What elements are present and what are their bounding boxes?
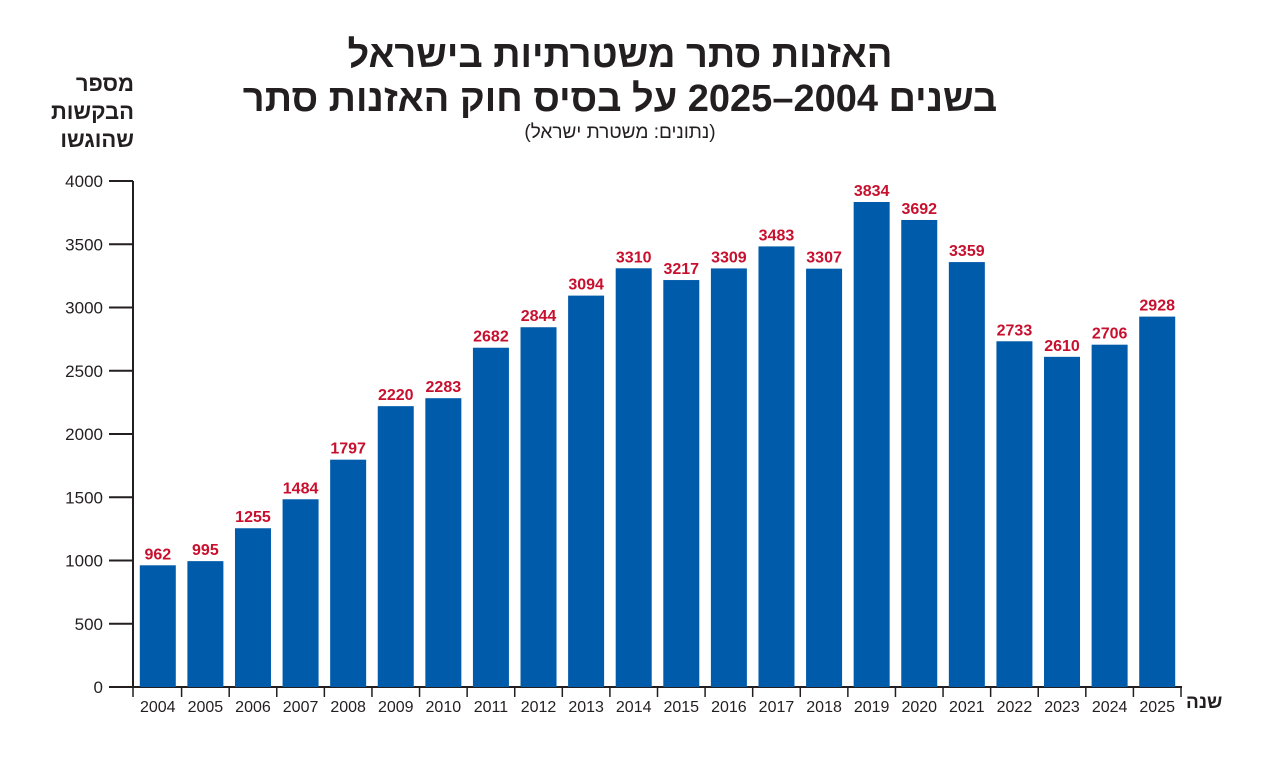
bar (425, 398, 462, 687)
x-tick-label: 2016 (711, 699, 747, 716)
x-tick-label: 2007 (283, 699, 319, 716)
bar (377, 406, 414, 687)
y-tick-label: 2500 (65, 362, 103, 381)
data-label: 3310 (616, 249, 652, 266)
bar (615, 268, 652, 687)
y-tick-label: 1000 (65, 552, 103, 571)
bar (282, 499, 319, 687)
bar (758, 246, 795, 687)
data-label: 3359 (949, 243, 985, 260)
x-tick-label: 2021 (949, 699, 985, 716)
x-tick-label: 2025 (1139, 699, 1175, 716)
x-tick-label: 2008 (330, 699, 366, 716)
bar (948, 262, 985, 687)
x-tick-label: 2011 (474, 699, 509, 716)
x-tick-label: 2022 (997, 699, 1033, 716)
data-label: 2733 (997, 322, 1033, 339)
x-tick-label: 2006 (235, 699, 271, 716)
y-tick-label: 0 (94, 678, 103, 697)
x-tick-label: 2015 (663, 699, 699, 716)
x-tick-label: 2017 (759, 699, 795, 716)
data-label: 2928 (1139, 298, 1175, 315)
bar (996, 341, 1033, 687)
data-label: 3217 (663, 261, 699, 278)
y-tick-label: 1500 (65, 488, 103, 507)
y-tick-label: 3500 (65, 235, 103, 254)
x-tick-label: 2020 (901, 699, 937, 716)
x-tick-label: 2024 (1092, 699, 1128, 716)
bar (139, 565, 176, 687)
y-tick-label: 2000 (65, 425, 103, 444)
x-tick-label: 2018 (806, 699, 842, 716)
bar (663, 280, 700, 687)
data-label: 2844 (521, 308, 557, 325)
data-label: 2610 (1044, 338, 1080, 355)
data-label: 3094 (568, 277, 604, 294)
bar (1091, 344, 1128, 687)
data-label: 2682 (473, 329, 509, 346)
data-label: 2706 (1092, 326, 1128, 343)
bar (330, 459, 367, 687)
data-label: 2283 (426, 379, 462, 396)
x-tick-label: 2005 (188, 699, 224, 716)
data-label: 1255 (235, 509, 271, 526)
x-tick-label: 2009 (378, 699, 414, 716)
x-tick-label: 2019 (854, 699, 890, 716)
x-tick-label: 2004 (140, 699, 176, 716)
data-label: 3834 (854, 183, 890, 200)
bar (472, 347, 509, 687)
bar (234, 528, 271, 687)
data-label: 2220 (378, 387, 414, 404)
data-label: 3309 (711, 249, 747, 266)
data-label: 962 (144, 546, 171, 563)
data-label: 3307 (806, 250, 842, 267)
data-label: 3483 (759, 227, 795, 244)
x-tick-label: 2014 (616, 699, 652, 716)
x-tick-label: 2010 (426, 699, 462, 716)
bar (568, 295, 605, 687)
bar (806, 268, 843, 687)
x-tick-label: 2012 (521, 699, 557, 716)
y-tick-label: 500 (75, 615, 103, 634)
y-axis-label: מספר הבקשות שהוגשו (50, 71, 134, 152)
y-tick-label: 4000 (65, 172, 103, 191)
data-label: 995 (192, 542, 219, 559)
bar (520, 327, 557, 687)
bar (710, 268, 747, 687)
data-label: 1484 (283, 480, 319, 497)
y-tick-label: 3000 (65, 299, 103, 318)
chart-subtitle: בשנים 2004–2025 על בסיס חוק האזנות סתר (242, 78, 998, 120)
x-axis-label: שנה (1186, 692, 1223, 713)
data-label: 1797 (330, 441, 366, 458)
bar (901, 219, 938, 687)
x-tick-label: 2023 (1044, 699, 1080, 716)
x-tick-label: 2013 (568, 699, 604, 716)
bar (1044, 356, 1081, 687)
bar (187, 561, 224, 687)
chart-source: (נתונים: משטרת ישראל) (524, 122, 716, 143)
data-label: 3692 (901, 201, 937, 218)
bar (1139, 316, 1176, 687)
chart-title: האזנות סתר משטרתיות בישראל (347, 34, 893, 76)
bar (853, 201, 890, 687)
